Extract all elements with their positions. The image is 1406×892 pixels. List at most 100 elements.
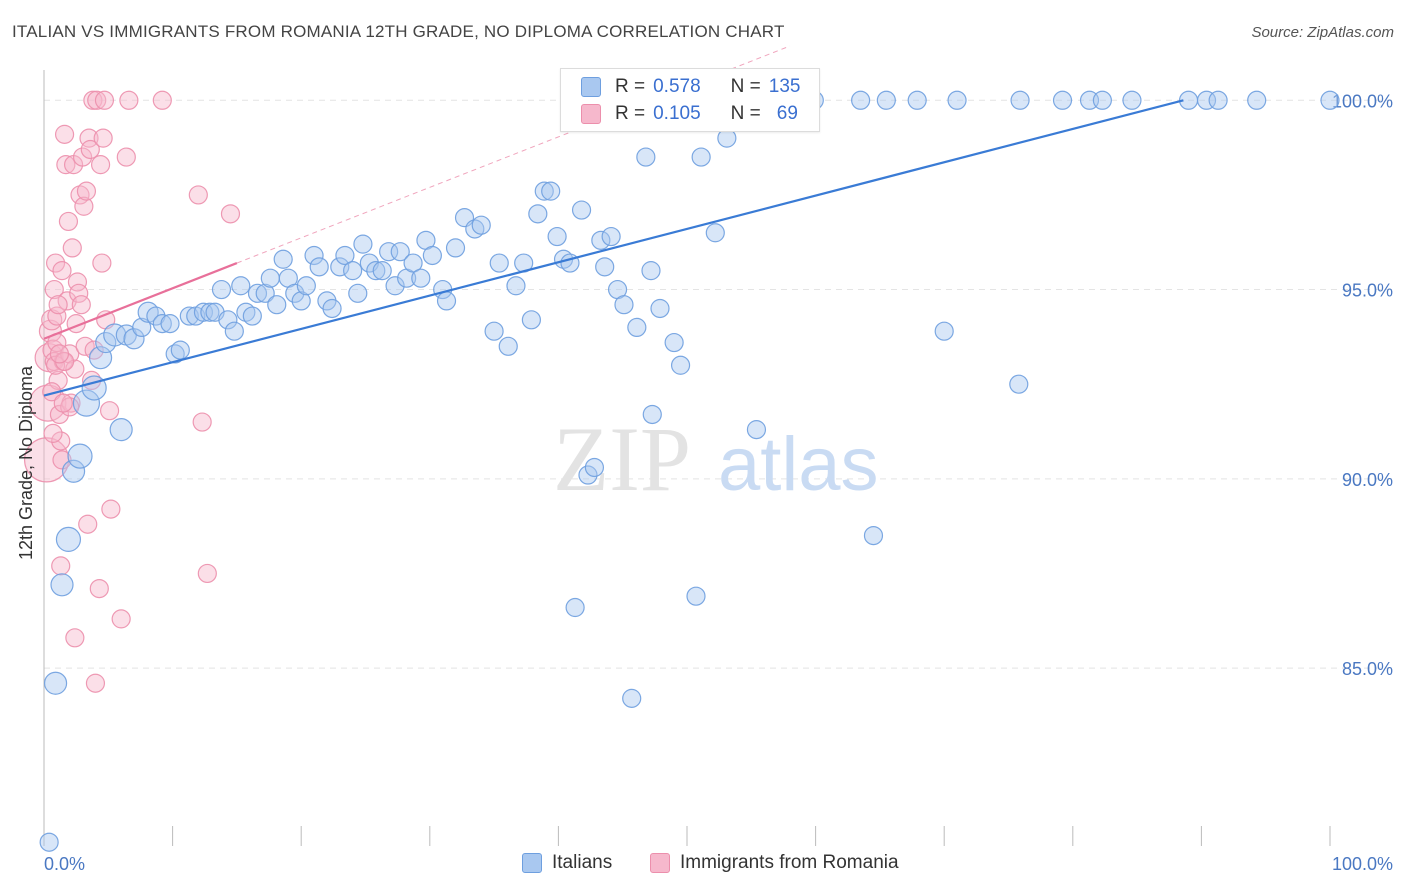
italians-point — [851, 90, 871, 110]
italians-point — [348, 283, 368, 303]
italians-point — [541, 181, 561, 201]
stats-row-romania: R = 0.105 N = 69 — [581, 101, 798, 127]
italians-point — [876, 90, 896, 110]
italians-point — [584, 457, 605, 478]
romania-point — [197, 563, 217, 584]
italians-point — [260, 268, 280, 288]
romania-point — [53, 393, 73, 413]
italians-point — [242, 306, 262, 326]
italians-point — [160, 314, 180, 334]
italians-point — [103, 323, 127, 347]
italians-swatch — [581, 77, 601, 97]
y-tick-label: 90.0% — [1342, 470, 1393, 490]
italians-point — [484, 321, 504, 341]
italians-trend-line — [43, 99, 1184, 397]
italians-point — [67, 443, 93, 469]
italians-point — [636, 147, 656, 167]
romania-point — [62, 238, 82, 258]
italians-point — [366, 261, 386, 281]
italians-point — [1247, 90, 1267, 110]
source-label: Source: ZipAtlas.com — [1251, 24, 1394, 41]
romania-point — [48, 370, 68, 390]
romania-point — [56, 155, 76, 175]
x-tick-label: 0.0% — [44, 854, 85, 874]
italians-point — [255, 283, 275, 303]
italians-point — [691, 147, 711, 167]
romania-point — [51, 431, 71, 451]
italians-point — [200, 302, 220, 322]
italians-point — [571, 200, 592, 220]
italians-point — [422, 245, 442, 266]
italians-point — [273, 249, 293, 269]
italians-point — [534, 181, 554, 201]
italians-point — [1320, 90, 1340, 110]
romania-point — [119, 90, 139, 110]
n-value: 69 — [776, 103, 798, 124]
n-label: N = — [730, 76, 761, 97]
romania-point — [85, 673, 106, 693]
y-tick-label: 85.0% — [1342, 659, 1393, 679]
italians-point — [43, 671, 68, 695]
italians-point — [746, 420, 767, 440]
italians-point — [218, 310, 238, 330]
italians-point — [109, 418, 133, 442]
r-value: 0.105 — [653, 103, 701, 124]
italians-point — [686, 586, 706, 606]
italians-point — [1009, 374, 1029, 394]
r-label: R = — [615, 103, 646, 124]
r-label: R = — [615, 76, 646, 97]
romania-point — [101, 499, 121, 519]
stats-row-italians: R = 0.578 N = 135 — [581, 74, 800, 100]
romania-point — [71, 295, 91, 315]
italians-point — [335, 245, 355, 266]
italians-point — [595, 257, 615, 277]
italians-point — [670, 355, 691, 375]
italians-point — [489, 253, 509, 273]
n-value: 135 — [768, 76, 801, 97]
italians-point — [193, 302, 214, 322]
legend-item-romania[interactable]: Immigrants from Romania — [650, 852, 899, 874]
italians-point — [1092, 90, 1112, 110]
legend-item-italians[interactable]: Italians — [522, 852, 612, 874]
italians-point — [565, 597, 585, 618]
italians-point — [247, 283, 268, 303]
italians-point — [385, 276, 405, 296]
romania-trend-line — [43, 262, 238, 340]
romania-point — [43, 423, 63, 443]
romania-point — [45, 253, 66, 273]
italians-point — [152, 314, 172, 334]
series-legend: Italians Immigrants from Romania — [0, 852, 1406, 878]
italians-point — [403, 253, 423, 273]
legend-label: Immigrants from Romania — [680, 852, 899, 873]
italians-point — [498, 336, 518, 356]
italians-point — [934, 321, 954, 341]
italians-point — [72, 389, 101, 417]
romania-point — [93, 128, 113, 148]
romania-point — [51, 556, 71, 576]
romania-point — [49, 404, 70, 425]
italians-point — [627, 317, 647, 338]
italians-point — [578, 465, 598, 485]
italians-point — [506, 276, 526, 296]
romania-swatch — [581, 104, 601, 124]
romania-point — [65, 359, 85, 379]
italians-point — [547, 226, 567, 247]
italians-legend-swatch — [522, 853, 542, 873]
italians-point — [304, 245, 324, 266]
romania-point — [152, 90, 172, 110]
italians-point — [170, 340, 190, 360]
italians-point — [296, 276, 316, 296]
romania-point — [54, 124, 75, 144]
italians-point — [1208, 90, 1228, 110]
romania-point — [94, 90, 115, 110]
romania-point — [99, 401, 120, 421]
italians-point — [528, 204, 548, 224]
italians-point — [179, 306, 199, 326]
italians-point — [211, 279, 232, 300]
italians-point — [390, 242, 410, 262]
romania-point — [89, 578, 109, 599]
italians-point — [343, 261, 363, 281]
italians-point — [1052, 90, 1073, 110]
watermark-atlas: atlas — [718, 422, 879, 507]
italians-point — [907, 90, 927, 110]
